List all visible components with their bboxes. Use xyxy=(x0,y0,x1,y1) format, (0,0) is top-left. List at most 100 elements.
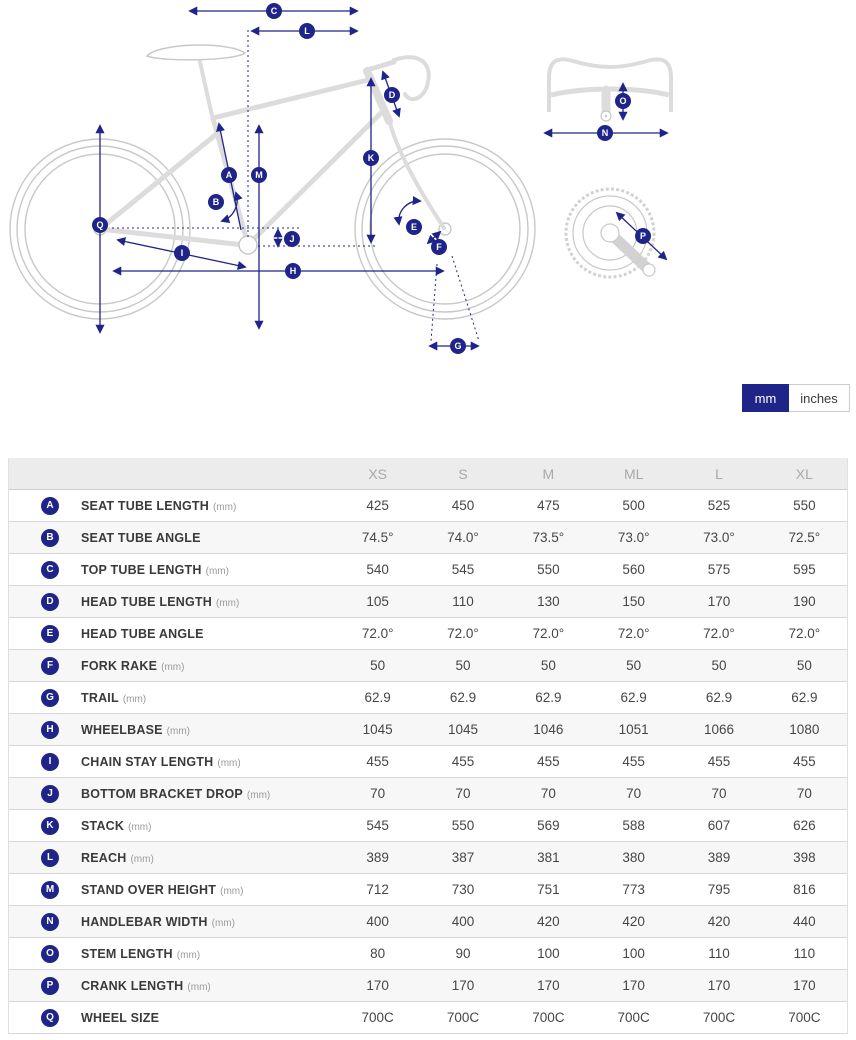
row-label-cell: WHEEL SIZE xyxy=(81,1009,335,1027)
row-label-cell: STACK (mm) xyxy=(81,817,335,835)
frame xyxy=(97,55,446,248)
mm-toggle-button[interactable]: mm xyxy=(742,384,789,412)
diagram-badge-j: J xyxy=(284,231,300,247)
geometry-value: 110 xyxy=(793,946,816,961)
diagram-badge-a: A xyxy=(221,167,237,183)
row-letter-badge: Q xyxy=(41,1008,59,1027)
row-label-cell: STEM LENGTH (mm) xyxy=(81,945,335,963)
table-row: D HEAD TUBE LENGTH (mm) 105 110 130 150 170 190 xyxy=(9,586,847,618)
geometry-value: 50 xyxy=(540,658,556,673)
saddle-and-bb xyxy=(145,44,258,255)
geometry-table: XS S M ML L XL A SEAT TUBE LENGTH (mm) 425 450 475 5… xyxy=(8,458,848,1034)
row-unit: (mm) xyxy=(205,565,229,577)
row-letter-badge: G xyxy=(41,688,59,707)
geometry-value: 100 xyxy=(537,946,560,961)
row-unit: (mm) xyxy=(211,917,235,929)
row-label-cell: HANDLEBAR WIDTH (mm) xyxy=(81,913,335,931)
row-unit: (mm) xyxy=(220,885,244,897)
geometry-value: 74.0° xyxy=(447,530,479,545)
geometry-value: 70 xyxy=(711,786,727,801)
row-letter-cell: N xyxy=(9,912,81,931)
table-row: O STEM LENGTH (mm) 80 90 100 100 110 110 xyxy=(9,938,847,970)
geometry-value: 72.0° xyxy=(447,626,479,641)
row-letter-badge: N xyxy=(41,912,59,931)
geometry-value: 72.0° xyxy=(617,626,650,641)
geometry-value: 50 xyxy=(370,658,386,673)
geometry-value: 550 xyxy=(793,498,816,513)
geometry-value: 1051 xyxy=(618,722,649,737)
row-letter-badge: A xyxy=(41,496,59,515)
geometry-value: 545 xyxy=(451,562,475,577)
row-label-cell: TOP TUBE LENGTH (mm) xyxy=(81,561,335,579)
geometry-value: 62.9 xyxy=(705,690,733,705)
diagram-badge-n: N xyxy=(597,125,613,141)
geometry-value: 62.9 xyxy=(364,690,391,705)
table-row: N HANDLEBAR WIDTH (mm) 400 400 420 420 420 440 xyxy=(9,906,847,938)
row-letter-cell: P xyxy=(9,976,81,995)
inches-toggle-button[interactable]: inches xyxy=(789,384,850,412)
row-unit: (mm) xyxy=(215,597,240,609)
row-label: STACK xyxy=(81,818,125,833)
geometry-value: 626 xyxy=(793,818,816,833)
row-letter-badge: O xyxy=(41,944,59,963)
geometry-value: 398 xyxy=(793,850,816,865)
row-unit: (mm) xyxy=(187,981,211,993)
row-label: CHAIN STAY LENGTH xyxy=(81,754,214,769)
diagram-badge-p: P xyxy=(635,228,651,244)
row-label: HEAD TUBE ANGLE xyxy=(81,626,204,641)
row-unit: (mm) xyxy=(246,789,271,801)
geometry-value: 475 xyxy=(537,498,560,513)
table-row: F FORK RAKE (mm) 50 50 50 50 50 50 xyxy=(9,650,847,682)
geometry-value: 425 xyxy=(366,498,389,513)
row-label: TRAIL xyxy=(81,690,119,705)
row-letter-cell: E xyxy=(9,624,81,643)
geometry-value: 62.9 xyxy=(620,690,647,705)
diagram-badge-h: H xyxy=(285,263,301,279)
table-row: M STAND OVER HEIGHT (mm) 712 730 751 773 795 816 xyxy=(9,874,847,906)
geometry-value: 420 xyxy=(622,914,645,929)
geometry-value: 170 xyxy=(622,978,645,993)
table-header-row: XS S M ML L XL xyxy=(9,458,847,490)
geometry-value: 730 xyxy=(451,882,475,897)
geometry-value: 816 xyxy=(793,882,816,897)
row-letter-badge: K xyxy=(41,816,59,835)
row-label-cell: BOTTOM BRACKET DROP (mm) xyxy=(81,785,335,803)
geometry-value: 70 xyxy=(796,786,812,801)
geometry-value: 50 xyxy=(455,658,471,673)
row-letter-badge: J xyxy=(41,784,59,803)
row-label: STAND OVER HEIGHT xyxy=(81,882,217,897)
row-letter-badge: L xyxy=(41,848,59,867)
size-column-header: XL xyxy=(795,465,813,482)
geometry-value: 150 xyxy=(622,594,645,609)
row-letter-badge: I xyxy=(41,752,59,771)
row-label-cell: SEAT TUBE ANGLE xyxy=(81,529,335,547)
geometry-value: 389 xyxy=(366,850,389,865)
diagram-badge-d: D xyxy=(384,87,400,103)
table-row: G TRAIL (mm) 62.9 62.9 62.9 62.9 62.9 62.9 xyxy=(9,682,847,714)
geometry-value: 700C xyxy=(788,1010,821,1025)
dimension-lines xyxy=(95,6,669,351)
table-row: L REACH (mm) 389 387 381 380 389 398 xyxy=(9,842,847,874)
geometry-value: 62.9 xyxy=(449,690,477,705)
row-unit: (mm) xyxy=(176,949,201,961)
geometry-value: 569 xyxy=(537,818,560,833)
geometry-value: 1045 xyxy=(362,722,393,737)
geometry-value: 795 xyxy=(707,882,731,897)
geometry-value: 550 xyxy=(537,562,560,577)
row-label-cell: SEAT TUBE LENGTH (mm) xyxy=(81,497,335,515)
diagram-badge-q: Q xyxy=(92,217,108,233)
row-letter-cell: Q xyxy=(9,1008,81,1027)
geometry-value: 420 xyxy=(537,914,560,929)
row-letter-cell: J xyxy=(9,784,81,803)
row-letter-badge: P xyxy=(41,976,59,995)
row-letter-cell: A xyxy=(9,496,81,515)
row-letter-cell: L xyxy=(9,848,81,867)
table-row: I CHAIN STAY LENGTH (mm) 455 455 455 455 455 455 xyxy=(9,746,847,778)
row-label: REACH xyxy=(81,850,127,865)
geometry-value: 607 xyxy=(707,818,731,833)
geometry-value: 420 xyxy=(707,914,731,929)
row-unit: (mm) xyxy=(130,853,154,865)
bike-diagram-drawing xyxy=(9,6,673,351)
geometry-value: 700C xyxy=(361,1010,394,1025)
geometry-value: 540 xyxy=(366,562,389,577)
